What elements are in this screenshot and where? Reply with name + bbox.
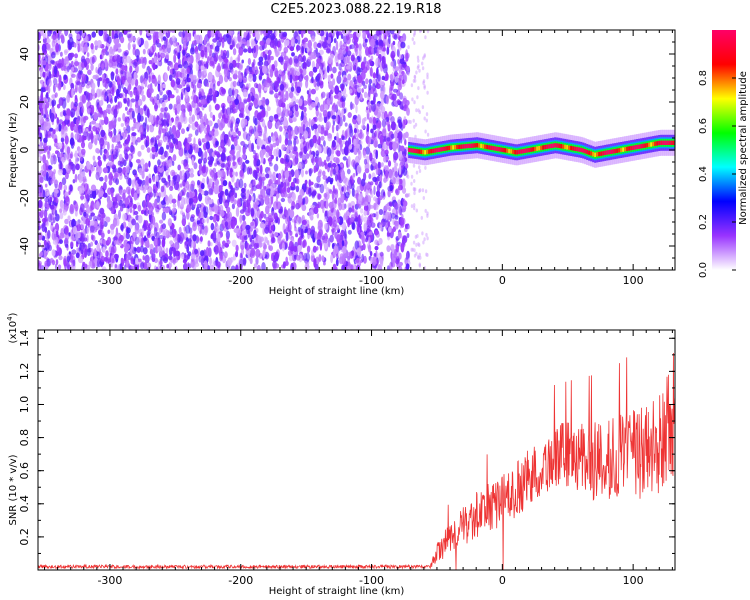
heatmap-xtick-label: -200 [228,274,253,287]
snr-panel: -300 -200 -100 0 100 0.2 0.4 0.6 0.8 1.0 1.2 1.4 Hei… [6,312,676,597]
snr-ytick-label: 0.4 [18,495,31,513]
colorbar-gradient [712,30,736,270]
colorbar-tick-label: 0.0 [698,262,709,278]
heatmap-xlabel: Height of straight line (km) [269,286,405,297]
colorbar-tick-label: 0.4 [698,166,709,182]
snr-ytick-label: 0.6 [18,462,31,480]
snr-ylabel: SNR (10 * v/v) [8,454,19,525]
snr-ytick-label: 0.2 [18,528,31,546]
figure-title: C2E5.2023.088.22.19.R18 [270,2,442,17]
colorbar-tick-label: 0.8 [698,70,709,86]
snr-series-line [38,352,675,570]
snr-xtick-label: 100 [623,574,644,587]
heatmap-ytick-label: 0 [18,147,31,154]
heatmap-ylabel: Frequency (Hz) [8,112,19,188]
snr-xtick-label: -300 [97,574,122,587]
colorbar-tick-label: 0.2 [698,214,709,230]
snr-xtick-label: -200 [228,574,253,587]
heatmap-xtick-label: 0 [499,274,506,287]
snr-ytick-label: 1.4 [18,330,31,348]
colorbar: 0.0 0.2 0.4 0.6 0.8 Normalized spectral ampli… [698,30,749,278]
heatmap-noise-region [38,30,430,270]
snr-ytick-label: 1.2 [18,363,31,381]
heatmap-ytick-label: -40 [18,237,31,255]
heatmap-xtick-label: -100 [359,274,384,287]
snr-ytick-label: 1.0 [18,396,31,414]
snr-xtick-label: -100 [359,574,384,587]
colorbar-tick-label: 0.6 [698,118,709,134]
colorbar-label: Normalized spectral amplitude [738,71,749,225]
heatmap-xtick-label: 100 [623,274,644,287]
heatmap-xtick-label: -300 [97,274,122,287]
heatmap-ytick-label: -20 [18,189,31,207]
snr-xlabel: Height of straight line (km) [269,586,405,597]
snr-xtick-label: 0 [499,574,506,587]
heatmap-signal-track [408,129,675,168]
snr-frame [37,329,676,571]
heatmap-ytick-label: 40 [18,47,31,61]
snr-ytick-label: 0.8 [18,429,31,447]
snr-y-multiplier: (x104) [6,312,19,343]
heatmap-ytick-label: 20 [18,95,31,109]
